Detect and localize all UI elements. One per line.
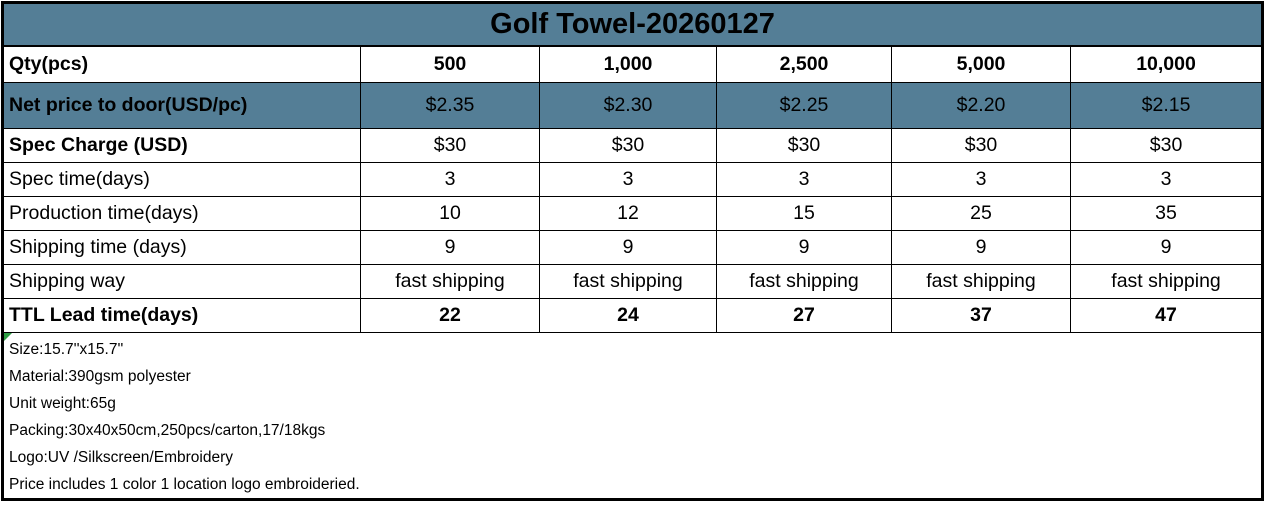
ttl-lead-time-cell[interactable]: 37 — [891, 298, 1071, 333]
note-unit-weight: Unit weight:65g — [9, 395, 116, 412]
ttl-lead-time-cell[interactable]: 27 — [716, 298, 892, 333]
table-row-spec-time: Spec time(days) 3 3 3 3 3 — [2, 162, 1264, 197]
spec-time-cell[interactable]: 3 — [891, 162, 1071, 197]
qty-cell[interactable]: 10,000 — [1069, 45, 1264, 83]
row-label-spec-charge[interactable]: Spec Charge (USD) — [2, 128, 361, 163]
production-time-cell[interactable]: 12 — [539, 196, 717, 231]
production-time-cell[interactable]: 10 — [360, 196, 540, 231]
note-size: Size:15.7''x15.7'' — [9, 341, 124, 358]
spec-charge-cell[interactable]: $30 — [891, 128, 1071, 163]
title-row: Golf Towel-20260127 — [1, 2, 1264, 47]
table-row-production-time: Production time(days) 10 12 15 25 35 — [2, 196, 1264, 231]
row-label-spec-time[interactable]: Spec time(days) — [2, 162, 361, 197]
shipping-way-cell[interactable]: fast shipping — [891, 264, 1071, 299]
spec-time-cell[interactable]: 3 — [360, 162, 540, 197]
spec-time-cell[interactable]: 3 — [539, 162, 717, 197]
row-label-shipping-time[interactable]: Shipping time (days) — [2, 230, 361, 265]
spec-charge-cell[interactable]: $30 — [1069, 128, 1264, 163]
table-row-ttl-lead-time: TTL Lead time(days) 22 24 27 37 47 — [2, 298, 1264, 333]
shipping-way-cell[interactable]: fast shipping — [716, 264, 892, 299]
shipping-time-cell[interactable]: 9 — [716, 230, 892, 265]
row-label-qty[interactable]: Qty(pcs) — [2, 45, 361, 83]
cell-error-indicator-icon — [4, 333, 12, 341]
table-row-shipping-time: Shipping time (days) 9 9 9 9 9 — [2, 230, 1264, 265]
row-label-ttl-lead-time[interactable]: TTL Lead time(days) — [2, 298, 361, 333]
net-price-cell[interactable]: $2.25 — [716, 82, 892, 129]
production-time-cell[interactable]: 35 — [1069, 196, 1264, 231]
note-price-includes: Price includes 1 color 1 location logo e… — [9, 476, 360, 493]
shipping-way-cell[interactable]: fast shipping — [539, 264, 717, 299]
row-label-production-time[interactable]: Production time(days) — [2, 196, 361, 231]
table-row-qty: Qty(pcs) 500 1,000 2,500 5,000 10,000 — [2, 45, 1264, 83]
net-price-cell[interactable]: $2.35 — [360, 82, 540, 129]
ttl-lead-time-cell[interactable]: 22 — [360, 298, 540, 333]
sheet-title[interactable]: Golf Towel-20260127 — [1, 2, 1264, 47]
spec-time-cell[interactable]: 3 — [716, 162, 892, 197]
notes-row: Size:15.7''x15.7'' Material:390gsm polye… — [3, 333, 1263, 500]
shipping-time-cell[interactable]: 9 — [1069, 230, 1264, 265]
net-price-cell[interactable]: $2.30 — [539, 82, 717, 129]
spec-time-cell[interactable]: 3 — [1069, 162, 1264, 197]
production-time-cell[interactable]: 25 — [891, 196, 1071, 231]
qty-cell[interactable]: 500 — [360, 45, 540, 83]
spec-charge-cell[interactable]: $30 — [539, 128, 717, 163]
table-row-shipping-way: Shipping way fast shipping fast shipping… — [2, 264, 1264, 299]
qty-cell[interactable]: 1,000 — [539, 45, 717, 83]
table-row-net-price: Net price to door(USD/pc) $2.35 $2.30 $2… — [2, 82, 1264, 129]
spec-charge-cell[interactable]: $30 — [716, 128, 892, 163]
row-label-shipping-way[interactable]: Shipping way — [2, 264, 361, 299]
quote-table: Golf Towel-20260127 Qty(pcs) 500 1,000 2… — [1, 1, 1264, 501]
production-time-cell[interactable]: 15 — [716, 196, 892, 231]
ttl-lead-time-cell[interactable]: 47 — [1069, 298, 1264, 333]
ttl-lead-time-cell[interactable]: 24 — [539, 298, 717, 333]
net-price-cell[interactable]: $2.15 — [1069, 82, 1264, 129]
note-logo: Logo:UV /Silkscreen/Embroidery — [9, 449, 233, 466]
note-material: Material:390gsm polyester — [9, 368, 191, 385]
shipping-time-cell[interactable]: 9 — [891, 230, 1071, 265]
net-price-cell[interactable]: $2.20 — [891, 82, 1071, 129]
qty-cell[interactable]: 2,500 — [716, 45, 892, 83]
row-label-net-price[interactable]: Net price to door(USD/pc) — [2, 82, 361, 129]
note-packing: Packing:30x40x50cm,250pcs/carton,17/18kg… — [9, 422, 326, 439]
table-row-spec-charge: Spec Charge (USD) $30 $30 $30 $30 $30 — [2, 128, 1264, 163]
spec-notes-cell[interactable]: Size:15.7''x15.7'' Material:390gsm polye… — [3, 333, 1263, 500]
shipping-way-cell[interactable]: fast shipping — [360, 264, 540, 299]
shipping-time-cell[interactable]: 9 — [360, 230, 540, 265]
shipping-way-cell[interactable]: fast shipping — [1069, 264, 1264, 299]
spec-charge-cell[interactable]: $30 — [360, 128, 540, 163]
qty-cell[interactable]: 5,000 — [891, 45, 1071, 83]
shipping-time-cell[interactable]: 9 — [539, 230, 717, 265]
